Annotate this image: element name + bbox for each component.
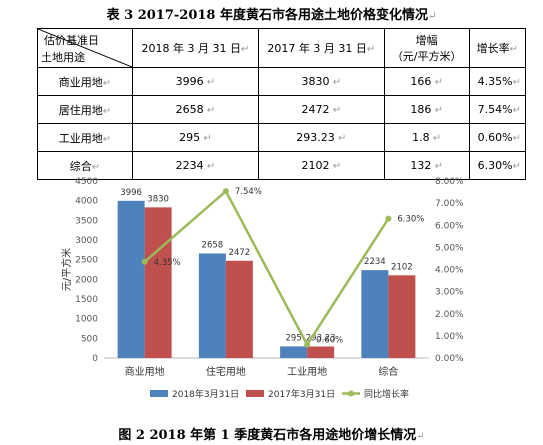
bar-2018 [361,270,389,358]
x-tick-label: 住宅用地 [206,365,246,378]
bar-2017 [307,346,335,358]
land-price-chart: 0 500 1000 1500 2000 2500 3000 3500 4000 4500 0.00… [60,177,464,400]
growth-rate-point [222,188,229,195]
table-row: 居住用地↵ 2658 ↵ 2472 ↵ 186 ↵ 7.54%↵ [37,95,527,124]
bar-data-label: 3830 [147,194,169,204]
table-row: 综合↵ 2234 ↵ 2102 ↵ 132 ↵ 6.30%↵ [37,151,527,180]
y-axis-label: 元/平方米 [60,248,73,291]
figure-caption: 图 2 2018 年第 1 季度黄石市各用途地价增长情况↵ [118,428,425,443]
y-tick-label: 500 [81,334,98,344]
legend-marker-growth [348,390,354,397]
row-2017: 293.23 ↵ [257,123,385,152]
row-rate: 7.54%↵ [468,95,527,124]
growth-rate-label: 4.35% [154,258,181,268]
y-tick-label: 2500 [75,256,98,266]
y-tick-label: 1500 [75,295,98,305]
y-tick-label: 1000 [75,315,98,325]
row-2018: 2234 ↵ [132,151,259,180]
x-tick-label: 工业用地 [287,365,327,378]
y2-tick-label: 5.00% [435,243,464,253]
bar-2017 [388,275,416,358]
legend-label: 2017年3月31日 [268,388,335,400]
y2-tick-label: 4.00% [435,266,464,276]
row-2018: 2658 ↵ [132,95,259,124]
y2-tick-label: 2.00% [435,310,464,320]
row-rate: 4.35%↵ [468,67,527,96]
x-tick-label: 综合 [378,365,398,378]
growth-rate-label: 6.30% [397,215,424,225]
bar-2017 [225,260,253,358]
y-tick-label: 2000 [75,275,98,285]
growth-rate-point [141,258,148,265]
growth-rate-point [385,215,392,222]
growth-rate-label: 7.54% [235,187,262,197]
bar-data-label: 3996 [120,188,142,198]
row-use: 工业用地↵ [37,123,133,152]
table-header-row: 估价基准日 土地用途 2018 年 3 月 31 日↵ 2017 年 3 月 3… [37,28,527,68]
y2-tick-label: 3.00% [435,288,464,298]
x-tick-label: 商业用地 [125,365,165,378]
table-row: 工业用地↵ 295 ↵ 293.23 ↵ 1.8 ↵ 0.60%↵ [37,123,527,152]
bar-2018 [117,200,145,358]
row-2017: 2102 ↵ [257,151,385,180]
y2-tick-label: 7.00% [435,199,464,209]
row-use: 综合↵ [37,151,133,180]
table-title: 表 3 2017-2018 年度黄石市各用途土地价格变化情况↵ [106,8,437,23]
header-2018: 2018 年 3 月 31 日↵ [132,28,259,68]
row-2018: 3996 ↵ [132,67,259,96]
header-2017: 2017 年 3 月 31 日↵ [257,28,385,68]
bar-data-label: 2234 [364,257,386,267]
y-tick-label: 4000 [75,197,98,207]
row-2017: 3830 ↵ [257,67,385,96]
legend-label: 同比增长率 [364,388,409,400]
header-increase: 增幅 （元/平方米） [383,28,470,68]
row-rate: 0.60%↵ [468,123,527,152]
y-tick-label: 3500 [75,216,98,226]
row-2017: 2472 ↵ [257,95,385,124]
corner-bottom-label: 土地用途 [41,51,85,64]
row-increase: 132 ↵ [383,151,470,180]
bar-2018 [198,253,226,358]
y2-tick-label: 6.00% [435,221,464,231]
row-2018: 295 ↵ [132,123,259,152]
row-use: 居住用地↵ [37,95,133,124]
table-corner-cell: 估价基准日 土地用途 [37,28,133,68]
y2-tick-label: 1.00% [435,332,464,342]
bar-data-label: 2472 [229,248,251,258]
row-increase: 1.8 ↵ [383,123,470,152]
corner-top-label: 估价基准日 [44,34,99,47]
table-row: 商业用地↵ 3996 ↵ 3830 ↵ 166 ↵ 4.35%↵ [37,67,527,96]
y2-tick-label: 0.00% [435,354,464,364]
bar-data-label: 295 [286,333,302,343]
y-tick-label: 4500 [75,177,98,187]
row-use: 商业用地↵ [37,67,133,96]
row-increase: 186 ↵ [383,95,470,124]
bar-2017 [144,207,172,358]
growth-rate-point [304,341,311,348]
row-rate: 6.30%↵ [468,151,527,180]
land-price-table: 估价基准日 土地用途 2018 年 3 月 31 日↵ 2017 年 3 月 3… [37,28,527,180]
growth-rate-line [143,189,390,348]
legend-swatch-2017 [246,390,264,397]
legend-swatch-2018 [150,390,168,397]
row-increase: 166 ↵ [383,67,470,96]
bar-2018 [280,346,308,358]
header-rate: 增长率↵ [468,28,527,68]
legend-label: 2018年3月31日 [172,388,239,400]
y2-tick-label: 8.00% [435,177,464,187]
y-tick-label: 3000 [75,236,98,246]
bar-data-label: 2102 [391,262,413,272]
growth-rate-label: 0.60% [316,336,343,346]
y-tick-label: 0 [92,354,98,364]
diagonal-line-icon [38,29,132,67]
bar-data-label: 2658 [202,240,224,250]
bar-data-label: 293.23 [306,333,336,343]
